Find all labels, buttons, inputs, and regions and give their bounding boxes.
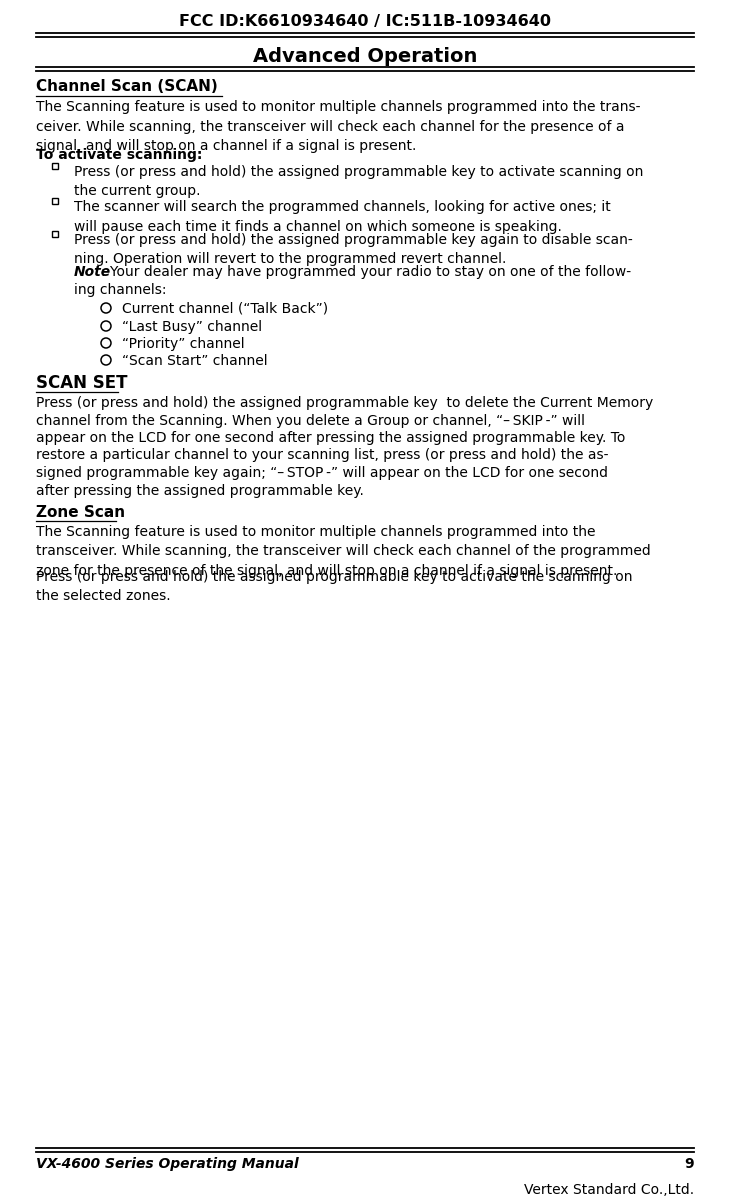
Bar xyxy=(52,162,58,168)
Text: Press (or press and hold) the assigned programmable key  to delete the Current M: Press (or press and hold) the assigned p… xyxy=(36,396,653,410)
Text: “Scan Start” channel: “Scan Start” channel xyxy=(122,354,268,368)
Text: SCAN SET: SCAN SET xyxy=(36,374,128,392)
Text: “Last Busy” channel: “Last Busy” channel xyxy=(122,320,262,334)
Text: Advanced Operation: Advanced Operation xyxy=(253,47,477,66)
Text: after pressing the assigned programmable key.: after pressing the assigned programmable… xyxy=(36,484,364,498)
Circle shape xyxy=(101,338,111,348)
Text: The scanner will search the programmed channels, looking for active ones; it
wil: The scanner will search the programmed c… xyxy=(74,200,611,233)
Text: The Scanning feature is used to monitor multiple channels programmed into the
tr: The Scanning feature is used to monitor … xyxy=(36,525,650,577)
Text: VX-4600 Series Operating Manual: VX-4600 Series Operating Manual xyxy=(36,1157,299,1171)
Circle shape xyxy=(101,321,111,331)
Text: Current channel (“Talk Back”): Current channel (“Talk Back”) xyxy=(122,302,328,316)
Text: channel from the Scanning. When you delete a Group or channel, “– SKIP -” will: channel from the Scanning. When you dele… xyxy=(36,414,585,427)
Text: Note: Note xyxy=(74,265,111,279)
Text: Channel Scan (SCAN): Channel Scan (SCAN) xyxy=(36,79,218,94)
Text: Vertex Standard Co.,Ltd.: Vertex Standard Co.,Ltd. xyxy=(524,1183,694,1197)
Text: Press (or press and hold) the assigned programmable key to activate the scanning: Press (or press and hold) the assigned p… xyxy=(36,570,632,604)
Text: 9: 9 xyxy=(685,1157,694,1171)
Text: Press (or press and hold) the assigned programmable key to activate scanning on
: Press (or press and hold) the assigned p… xyxy=(74,165,643,198)
Text: ing channels:: ing channels: xyxy=(74,283,166,297)
Circle shape xyxy=(101,355,111,365)
Text: “Priority” channel: “Priority” channel xyxy=(122,337,245,351)
Text: The Scanning feature is used to monitor multiple channels programmed into the tr: The Scanning feature is used to monitor … xyxy=(36,100,640,153)
Text: FCC ID:K6610934640 / IC:511B-10934640: FCC ID:K6610934640 / IC:511B-10934640 xyxy=(179,14,551,29)
Text: restore a particular channel to your scanning list, press (or press and hold) th: restore a particular channel to your sca… xyxy=(36,449,609,462)
Text: To activate scanning:: To activate scanning: xyxy=(36,148,202,162)
Text: appear on the LCD for one second after pressing the assigned programmable key. T: appear on the LCD for one second after p… xyxy=(36,431,626,445)
Bar xyxy=(52,198,58,205)
Circle shape xyxy=(101,303,111,313)
Text: : Your dealer may have programmed your radio to stay on one of the follow-: : Your dealer may have programmed your r… xyxy=(101,265,631,279)
Bar xyxy=(52,231,58,237)
Text: signed programmable key again; “– STOP -” will appear on the LCD for one second: signed programmable key again; “– STOP -… xyxy=(36,466,608,480)
Text: Zone Scan: Zone Scan xyxy=(36,505,125,520)
Text: Press (or press and hold) the assigned programmable key again to disable scan-
n: Press (or press and hold) the assigned p… xyxy=(74,233,633,267)
